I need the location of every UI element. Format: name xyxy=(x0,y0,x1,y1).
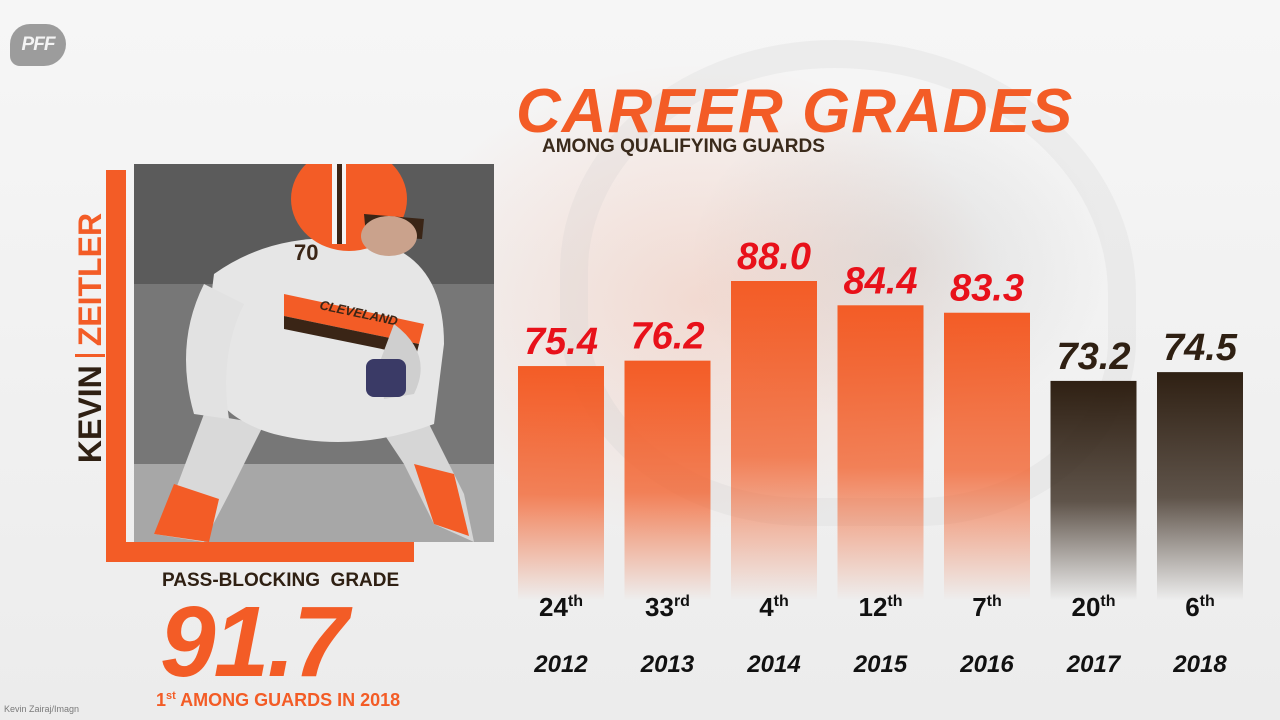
year-label-2014: 2014 xyxy=(746,651,800,678)
value-label-2018: 74.5 xyxy=(1163,327,1238,369)
value-label-2015: 84.4 xyxy=(844,260,918,302)
chart-title: CAREER GRADES xyxy=(516,77,1074,146)
rank-number: 1 xyxy=(156,690,167,710)
value-label-2014: 88.0 xyxy=(737,236,811,278)
year-label-2017: 2017 xyxy=(1066,651,1122,678)
year-label-2013: 2013 xyxy=(640,651,695,678)
pass-blocking-rank: 1st AMONG GUARDS IN 2018 xyxy=(156,690,400,711)
rank-label-2015: 12th xyxy=(858,592,902,622)
photo-frame-left xyxy=(106,170,126,562)
rank-label-2014: 4th xyxy=(759,592,789,622)
rank-label-2017: 20th xyxy=(1071,592,1115,622)
year-label-2015: 2015 xyxy=(853,651,908,678)
bar-2017 xyxy=(1050,380,1137,600)
rank-text: AMONG GUARDS IN 2018 xyxy=(175,690,401,710)
bar-2016 xyxy=(944,312,1030,600)
rank-label-2012: 24th xyxy=(539,592,583,622)
value-label-2012: 75.4 xyxy=(524,321,598,363)
value-label-2017: 73.2 xyxy=(1057,336,1131,378)
value-label-2013: 76.2 xyxy=(631,316,705,358)
year-label-2018: 2018 xyxy=(1172,651,1227,678)
pass-blocking-label: PASS-BLOCKING GRADE xyxy=(162,570,400,591)
pass-blocking-grade: 91.7 xyxy=(160,586,349,698)
photo-frame-bottom xyxy=(106,542,414,562)
pff-logo: PFF xyxy=(10,24,66,66)
rank-label-2016: 7th xyxy=(972,592,1002,622)
player-photo: 70 CLEVELAND xyxy=(134,164,494,542)
rank-suffix: st xyxy=(166,690,176,702)
rank-label-2013: 33rd xyxy=(645,592,690,622)
year-label-2016: 2016 xyxy=(959,651,1014,678)
photo-credit: Kevin Zairaj/Imagn xyxy=(4,704,80,714)
chart-subtitle: AMONG QUALIFYING GUARDS xyxy=(542,136,825,157)
year-label-2012: 2012 xyxy=(533,651,588,678)
bar-2015 xyxy=(837,305,924,600)
rank-label-2018: 6th xyxy=(1185,592,1215,622)
value-label-2016: 83.3 xyxy=(950,268,1024,310)
bar-2013 xyxy=(624,360,711,600)
jersey-number: 70 xyxy=(294,240,318,265)
bar-2012 xyxy=(518,366,604,600)
bar-2018 xyxy=(1157,372,1243,600)
bar-2014 xyxy=(731,281,817,600)
player-illustration: 70 CLEVELAND xyxy=(134,164,494,542)
